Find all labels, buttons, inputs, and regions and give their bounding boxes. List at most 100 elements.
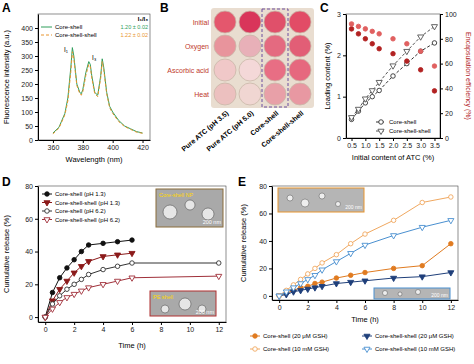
tick: 40	[259, 238, 272, 245]
data-point	[305, 278, 311, 283]
tick-mark	[35, 252, 38, 253]
inset-particle	[179, 298, 191, 310]
data-point	[334, 252, 339, 257]
data-point	[432, 41, 437, 46]
tick: 0	[44, 322, 48, 333]
legend-entry: Core-shell	[376, 119, 416, 125]
data-point	[419, 225, 425, 230]
axis-y2ticks: 020406080100	[440, 11, 457, 142]
tick-label: 2.5	[402, 142, 412, 149]
well	[239, 35, 261, 57]
data-point	[348, 280, 354, 285]
legend-marker	[379, 120, 384, 125]
tick: 300	[21, 53, 38, 60]
data-point	[86, 272, 91, 277]
plate	[211, 8, 314, 108]
marks	[348, 22, 437, 122]
axis-line	[38, 187, 39, 323]
tick: 420	[137, 140, 149, 151]
inset-particle	[336, 202, 341, 207]
legend-marker	[364, 334, 370, 339]
tick: 8	[159, 322, 163, 333]
x-axis-title: Wavelength (nm)	[66, 155, 123, 164]
legend-marker	[378, 129, 384, 134]
legend-entry: Core-shell (pH 6.2)	[42, 208, 106, 214]
data-point	[432, 64, 437, 69]
tick-label: 0	[263, 293, 267, 300]
legend-marker	[44, 201, 50, 206]
tick-label: 20	[25, 281, 33, 288]
tick-label: 3	[337, 11, 341, 18]
data-point	[448, 219, 454, 224]
tick: 60	[259, 210, 272, 217]
inset-image	[374, 288, 450, 299]
figure-svg: 360380400420050100150200250300350400AWav…	[0, 0, 474, 364]
well	[264, 11, 286, 33]
data-point	[356, 24, 361, 29]
tick: 8	[392, 300, 396, 311]
tick-mark	[269, 213, 272, 214]
tick-label: 12	[215, 326, 223, 333]
series-line	[53, 48, 143, 133]
legend-entry: Core-shell-shell (20 μM GSH)	[362, 333, 454, 340]
data-point	[449, 195, 454, 200]
axis-line	[38, 15, 39, 141]
data-point	[78, 289, 84, 294]
panel-image: BInitialOxygenAscorbic acidHeatPure ATC …	[160, 1, 314, 153]
data-point	[348, 241, 353, 246]
tick: 4	[102, 322, 106, 333]
annotation: PE shell	[153, 294, 173, 300]
tick: 60	[25, 216, 38, 223]
tick-mark	[451, 300, 452, 303]
tick: 10	[186, 322, 194, 333]
annotation: 200 nm	[196, 309, 215, 315]
data-point	[419, 275, 425, 280]
legend-entry: Core-shell-shell	[376, 128, 431, 135]
tick-label: 80	[445, 36, 453, 43]
tick: 0	[337, 135, 346, 142]
data-point	[363, 37, 368, 42]
y2-axis-title: Encapsulation efficiency (%)	[464, 32, 472, 120]
tick-mark	[35, 219, 38, 220]
tick-label: 420	[137, 144, 149, 151]
legend-entry: Core-shell-shell (pH 1.3)	[42, 200, 120, 207]
tick: 0.5	[347, 138, 357, 149]
tick: 2	[306, 300, 310, 311]
data-point	[377, 46, 382, 51]
data-point	[130, 238, 135, 243]
tick: 80	[259, 183, 272, 190]
tick: 0	[29, 314, 38, 321]
data-point	[405, 42, 410, 47]
tick-label: 0.5	[347, 142, 357, 149]
data-point	[312, 286, 318, 291]
tick-label: 2	[337, 52, 341, 59]
well	[289, 83, 311, 105]
data-point	[370, 42, 375, 47]
tick-label: 60	[25, 216, 33, 223]
data-point	[57, 287, 63, 292]
legend-label: Core-shell-shell (20 μM GSH)	[375, 333, 454, 339]
tick-mark	[35, 112, 38, 113]
inset-particle	[163, 205, 177, 219]
tick-label: 400	[107, 144, 119, 151]
tick: 20	[259, 265, 272, 272]
axis-xticks: 024681012	[273, 300, 459, 311]
legend-label: Core-shell (10 mM GSH)	[263, 346, 329, 352]
legend-marker	[364, 347, 370, 352]
data-point	[86, 260, 92, 265]
tick-mark	[35, 284, 38, 285]
data-point	[391, 266, 396, 271]
inset-particle	[301, 199, 309, 207]
inset-image	[150, 291, 216, 316]
data-point	[79, 277, 84, 282]
marks	[53, 48, 143, 134]
legend-label: Core-shell	[55, 24, 82, 30]
tick-mark	[440, 39, 443, 40]
tick-label: 0	[44, 326, 48, 333]
well	[289, 59, 311, 81]
legend-marker	[253, 347, 258, 352]
tick: 50	[25, 123, 38, 130]
data-point	[42, 315, 48, 320]
tick: 6	[364, 300, 368, 311]
tick: 200	[21, 81, 38, 88]
